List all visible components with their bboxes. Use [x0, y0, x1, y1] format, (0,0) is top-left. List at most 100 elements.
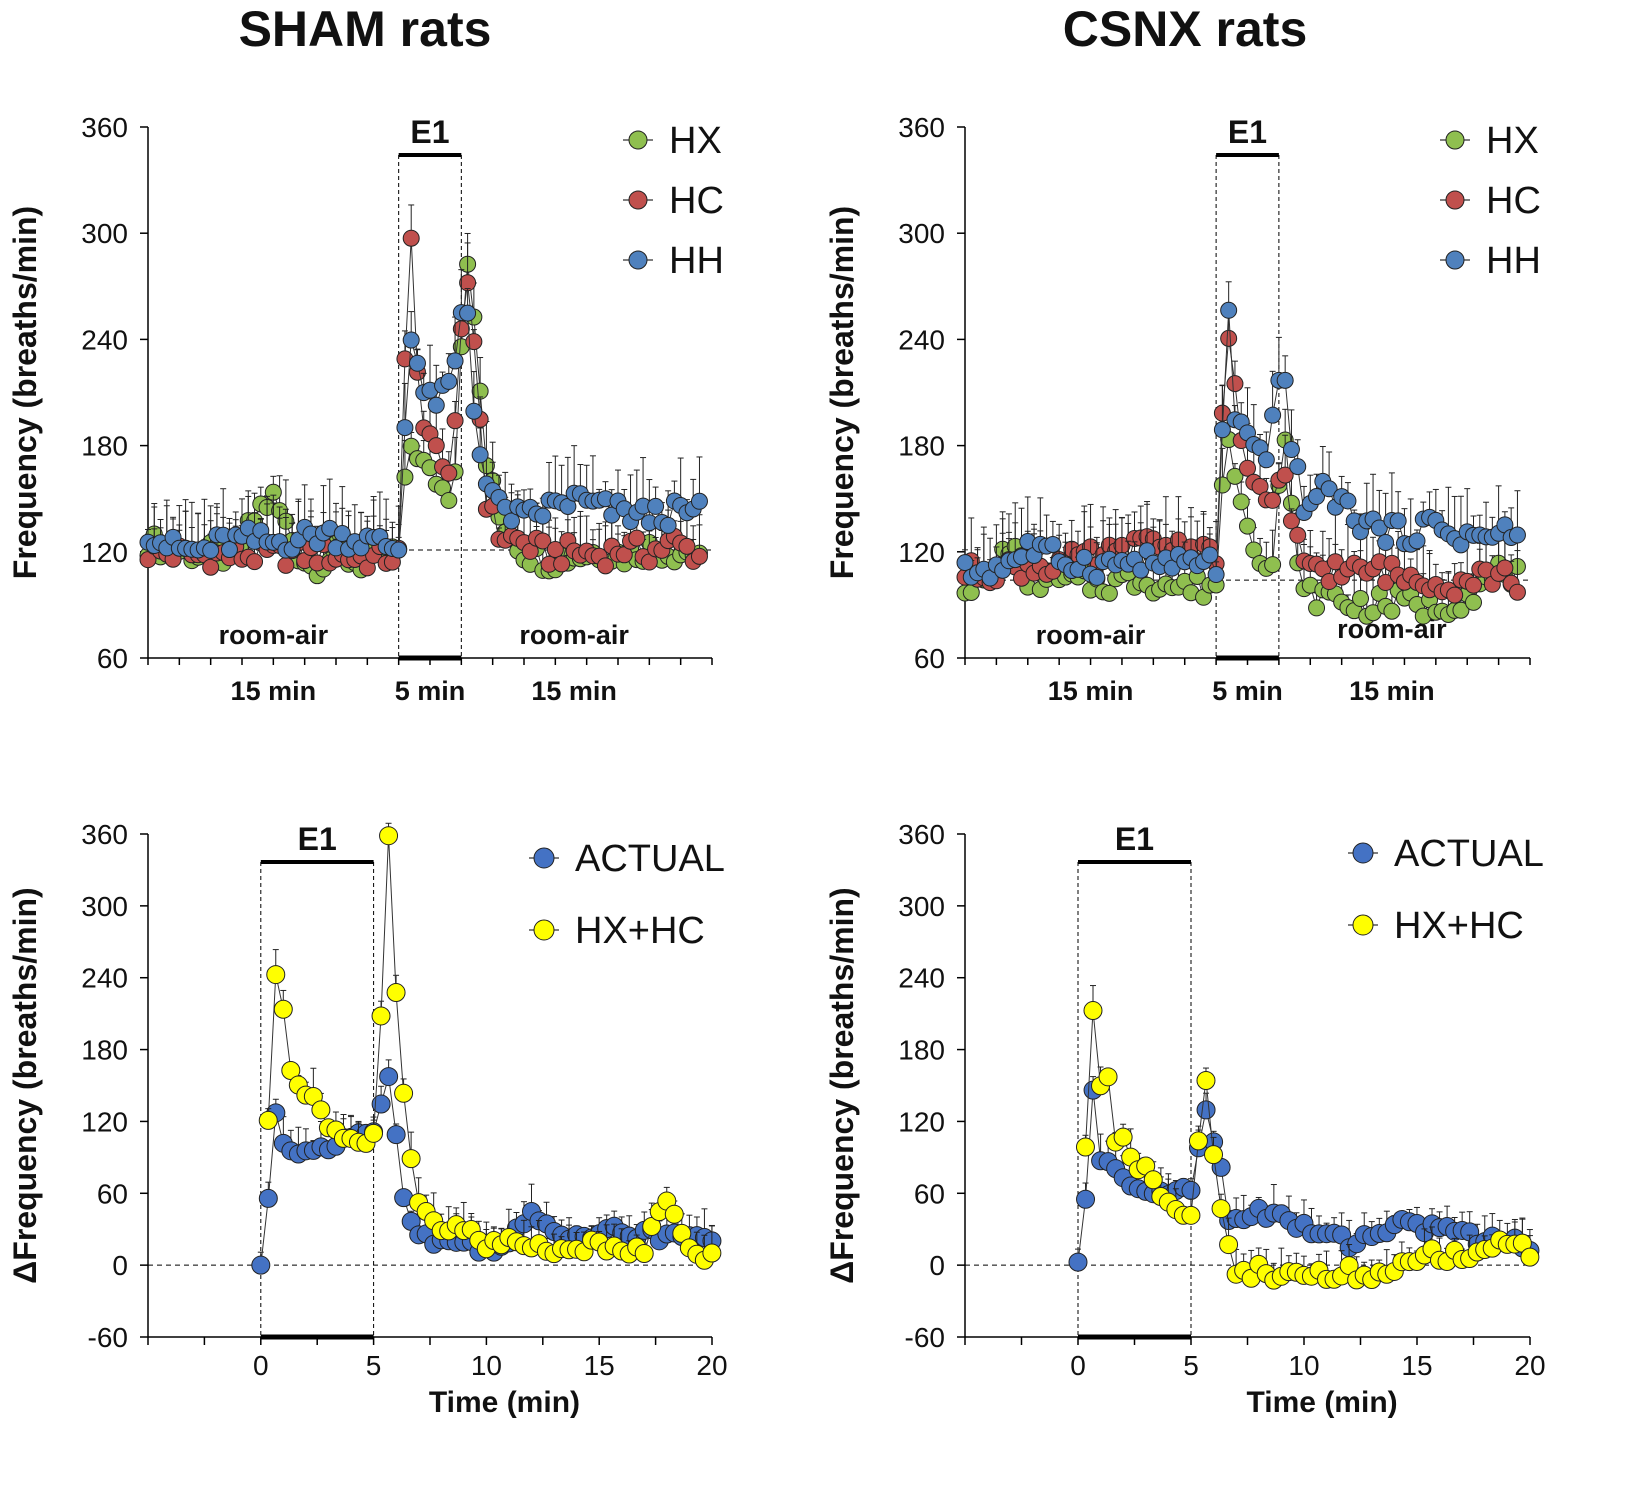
data-point: [1264, 406, 1282, 424]
data-point: [1508, 583, 1526, 601]
data-point: [1143, 1170, 1163, 1190]
data-point: [371, 1094, 391, 1114]
data-point: [1213, 476, 1231, 494]
x-tick-label: 5: [1183, 1350, 1199, 1381]
data-point: [659, 516, 677, 534]
data-point: [1276, 371, 1294, 389]
data-point: [1213, 421, 1231, 439]
data-point: [678, 537, 696, 555]
legend-marker: [1352, 842, 1374, 864]
series-hh: [956, 281, 1526, 587]
stimulus-label: E1: [1115, 821, 1154, 857]
y-tick-label: 180: [898, 431, 945, 462]
data-point: [1220, 329, 1238, 347]
legend-label: HH: [669, 240, 724, 282]
data-point: [553, 555, 571, 573]
data-point: [1239, 459, 1256, 477]
title-csnx: CSNX rats: [1062, 1, 1308, 57]
data-point: [427, 437, 445, 455]
data-point: [1520, 1247, 1540, 1267]
stimulus-label: E1: [298, 821, 337, 857]
data-point: [1239, 517, 1256, 535]
x-tick-label: 20: [1514, 1350, 1545, 1381]
series-hh: [139, 269, 708, 559]
legend-label: HH: [1486, 240, 1541, 282]
y-tick-label: 180: [81, 431, 128, 462]
data-point: [220, 541, 238, 559]
data-point: [396, 419, 414, 437]
period-label: 15 min: [531, 676, 617, 706]
chart-csnx-bottom: -60 0 60 120 180 240 300 360 0 5 10 15 20 ΔFrequency …: [824, 819, 1546, 1419]
data-point: [1308, 599, 1326, 617]
data-point: [1100, 584, 1118, 602]
data-point: [690, 492, 708, 510]
data-point: [634, 1244, 654, 1264]
data-point: [1098, 1067, 1118, 1087]
data-point: [1508, 526, 1526, 544]
data-point: [1377, 533, 1395, 551]
legend-label: HX: [669, 120, 722, 162]
y-tick-label: 300: [81, 218, 128, 249]
x-tick-label: 0: [1070, 1350, 1086, 1381]
data-point: [251, 1255, 271, 1275]
series-line: [267, 835, 713, 1261]
period-label: 15 min: [231, 676, 317, 706]
data-point: [1211, 1199, 1231, 1219]
data-point: [1383, 602, 1401, 620]
data-point: [465, 402, 483, 420]
data-point: [1339, 492, 1357, 510]
data-point: [440, 372, 458, 390]
data-point: [1181, 1205, 1201, 1225]
x-tick-label: 0: [253, 1350, 269, 1381]
data-point: [396, 468, 414, 486]
data-point: [956, 554, 974, 572]
data-point: [401, 1149, 421, 1169]
data-point: [1044, 535, 1062, 553]
data-point: [1068, 1252, 1088, 1272]
y-tick-label: 120: [81, 1106, 128, 1137]
data-point: [1257, 451, 1275, 469]
y-axis-label: Frequency (breaths/min): [7, 206, 43, 579]
data-point: [258, 1188, 278, 1208]
y-tick-label: 0: [112, 1250, 128, 1281]
series-actual: [1068, 1076, 1540, 1272]
x-tick-label: 15: [1401, 1350, 1432, 1381]
y-tick-label: 300: [898, 891, 945, 922]
legend-label: ACTUAL: [1394, 833, 1544, 875]
y-tick-label: 360: [898, 819, 945, 850]
data-point: [534, 532, 552, 550]
data-point: [1201, 546, 1219, 564]
data-point: [379, 1067, 399, 1087]
data-point: [1196, 1100, 1216, 1120]
data-point: [1226, 375, 1244, 393]
data-point: [1282, 512, 1300, 530]
legend-marker: [628, 250, 648, 270]
legend-marker: [628, 130, 648, 150]
data-point: [1446, 586, 1464, 604]
data-point: [379, 826, 399, 846]
data-point: [364, 1123, 384, 1143]
legend-marker: [628, 190, 648, 210]
data-point: [534, 507, 552, 525]
data-point: [266, 965, 286, 985]
x-tick-label: 10: [471, 1350, 502, 1381]
data-point: [408, 354, 426, 372]
data-point: [386, 983, 406, 1003]
y-tick-label: 120: [898, 537, 945, 568]
legend-marker: [1445, 130, 1465, 150]
data-point: [446, 352, 464, 370]
data-point: [427, 396, 445, 414]
data-point: [1496, 559, 1514, 577]
y-tick-label: 60: [97, 1178, 128, 1209]
stimulus-label: E1: [410, 114, 449, 150]
y-axis-label: ΔFrequency (breaths/min): [7, 887, 43, 1283]
data-point: [273, 999, 293, 1019]
data-point: [1207, 566, 1225, 584]
legend-marker: [533, 919, 555, 941]
x-axis-label: Time (min): [429, 1386, 580, 1419]
data-point: [1181, 1180, 1201, 1200]
data-point: [664, 1204, 684, 1224]
legend-label: HC: [669, 180, 724, 222]
stimulus-label: E1: [1228, 114, 1267, 150]
